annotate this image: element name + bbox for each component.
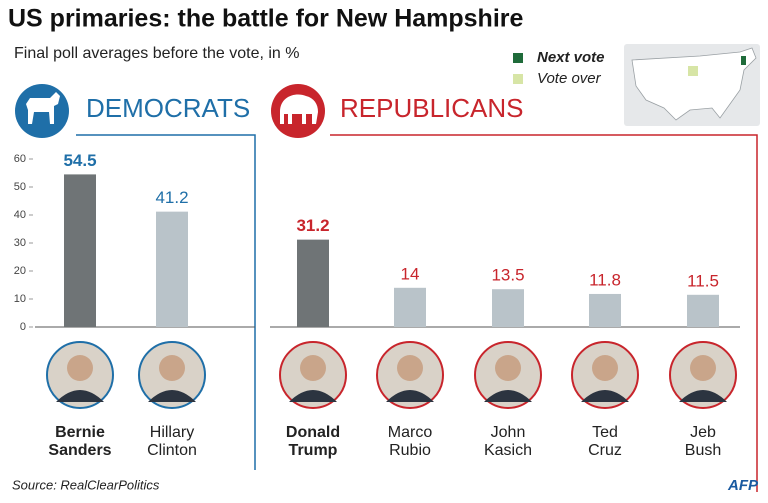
bar — [687, 294, 719, 327]
value-label: 11.5 — [687, 271, 719, 290]
value-label: 54.5 — [63, 151, 96, 170]
bar — [297, 239, 329, 327]
y-tick-label: 60 — [14, 153, 26, 165]
title: US primaries: the battle for New Hampshi… — [8, 5, 524, 33]
us-map — [624, 44, 760, 126]
portrait-body — [386, 390, 434, 402]
portrait-head — [592, 355, 618, 381]
subtitle: Final poll averages before the vote, in … — [14, 45, 300, 62]
portrait-head — [397, 355, 423, 381]
candidate-name: Marco Rubio — [387, 424, 433, 459]
value-label: 14 — [401, 264, 420, 283]
candidate-name: Donald Trump — [285, 424, 341, 459]
candidate-name: Hillary Clinton — [147, 424, 197, 459]
portrait-head — [690, 355, 716, 381]
y-tick-label: 30 — [14, 237, 26, 249]
candidate-name: Jeb Bush — [684, 424, 722, 459]
y-tick-label: 40 — [14, 209, 26, 221]
bar — [394, 287, 426, 327]
portrait-head — [495, 355, 521, 381]
portrait-body — [289, 390, 337, 402]
value-label: 11.8 — [589, 270, 621, 289]
candidate-name: John Kasich — [483, 424, 533, 459]
legend-swatch — [513, 53, 523, 63]
value-label: 41.2 — [155, 188, 188, 207]
bar — [64, 174, 96, 327]
bar — [492, 289, 524, 327]
portrait-body — [581, 390, 629, 402]
portrait-body — [484, 390, 532, 402]
y-tick-label: 0 — [20, 321, 26, 333]
portrait-head — [300, 355, 326, 381]
y-tick-label: 50 — [14, 181, 26, 193]
portrait-body — [148, 390, 196, 402]
source: Source: RealClearPolitics — [12, 477, 160, 492]
candidate-name: Ted Cruz — [588, 424, 622, 459]
y-tick-label: 10 — [14, 293, 26, 305]
legend-label: Next vote — [537, 49, 605, 66]
legend-swatch — [513, 74, 523, 84]
legend-label: Vote over — [537, 70, 602, 87]
elephant — [280, 94, 318, 124]
value-label: 31.2 — [296, 216, 329, 235]
candidate-name: Bernie Sanders — [48, 424, 112, 459]
panel-title: DEMOCRATS — [86, 93, 250, 123]
portrait-body — [56, 390, 104, 402]
donkey — [26, 92, 60, 124]
bar — [156, 211, 188, 327]
value-label: 13.5 — [491, 266, 524, 285]
credit: AFP — [727, 477, 759, 494]
rep-frame — [330, 134, 758, 492]
portrait-body — [679, 390, 727, 402]
portrait-head — [159, 355, 185, 381]
bar — [589, 293, 621, 327]
y-tick-label: 20 — [14, 265, 26, 277]
dem-frame — [76, 134, 256, 470]
panel-title: REPUBLICANS — [340, 93, 524, 123]
portrait-head — [67, 355, 93, 381]
